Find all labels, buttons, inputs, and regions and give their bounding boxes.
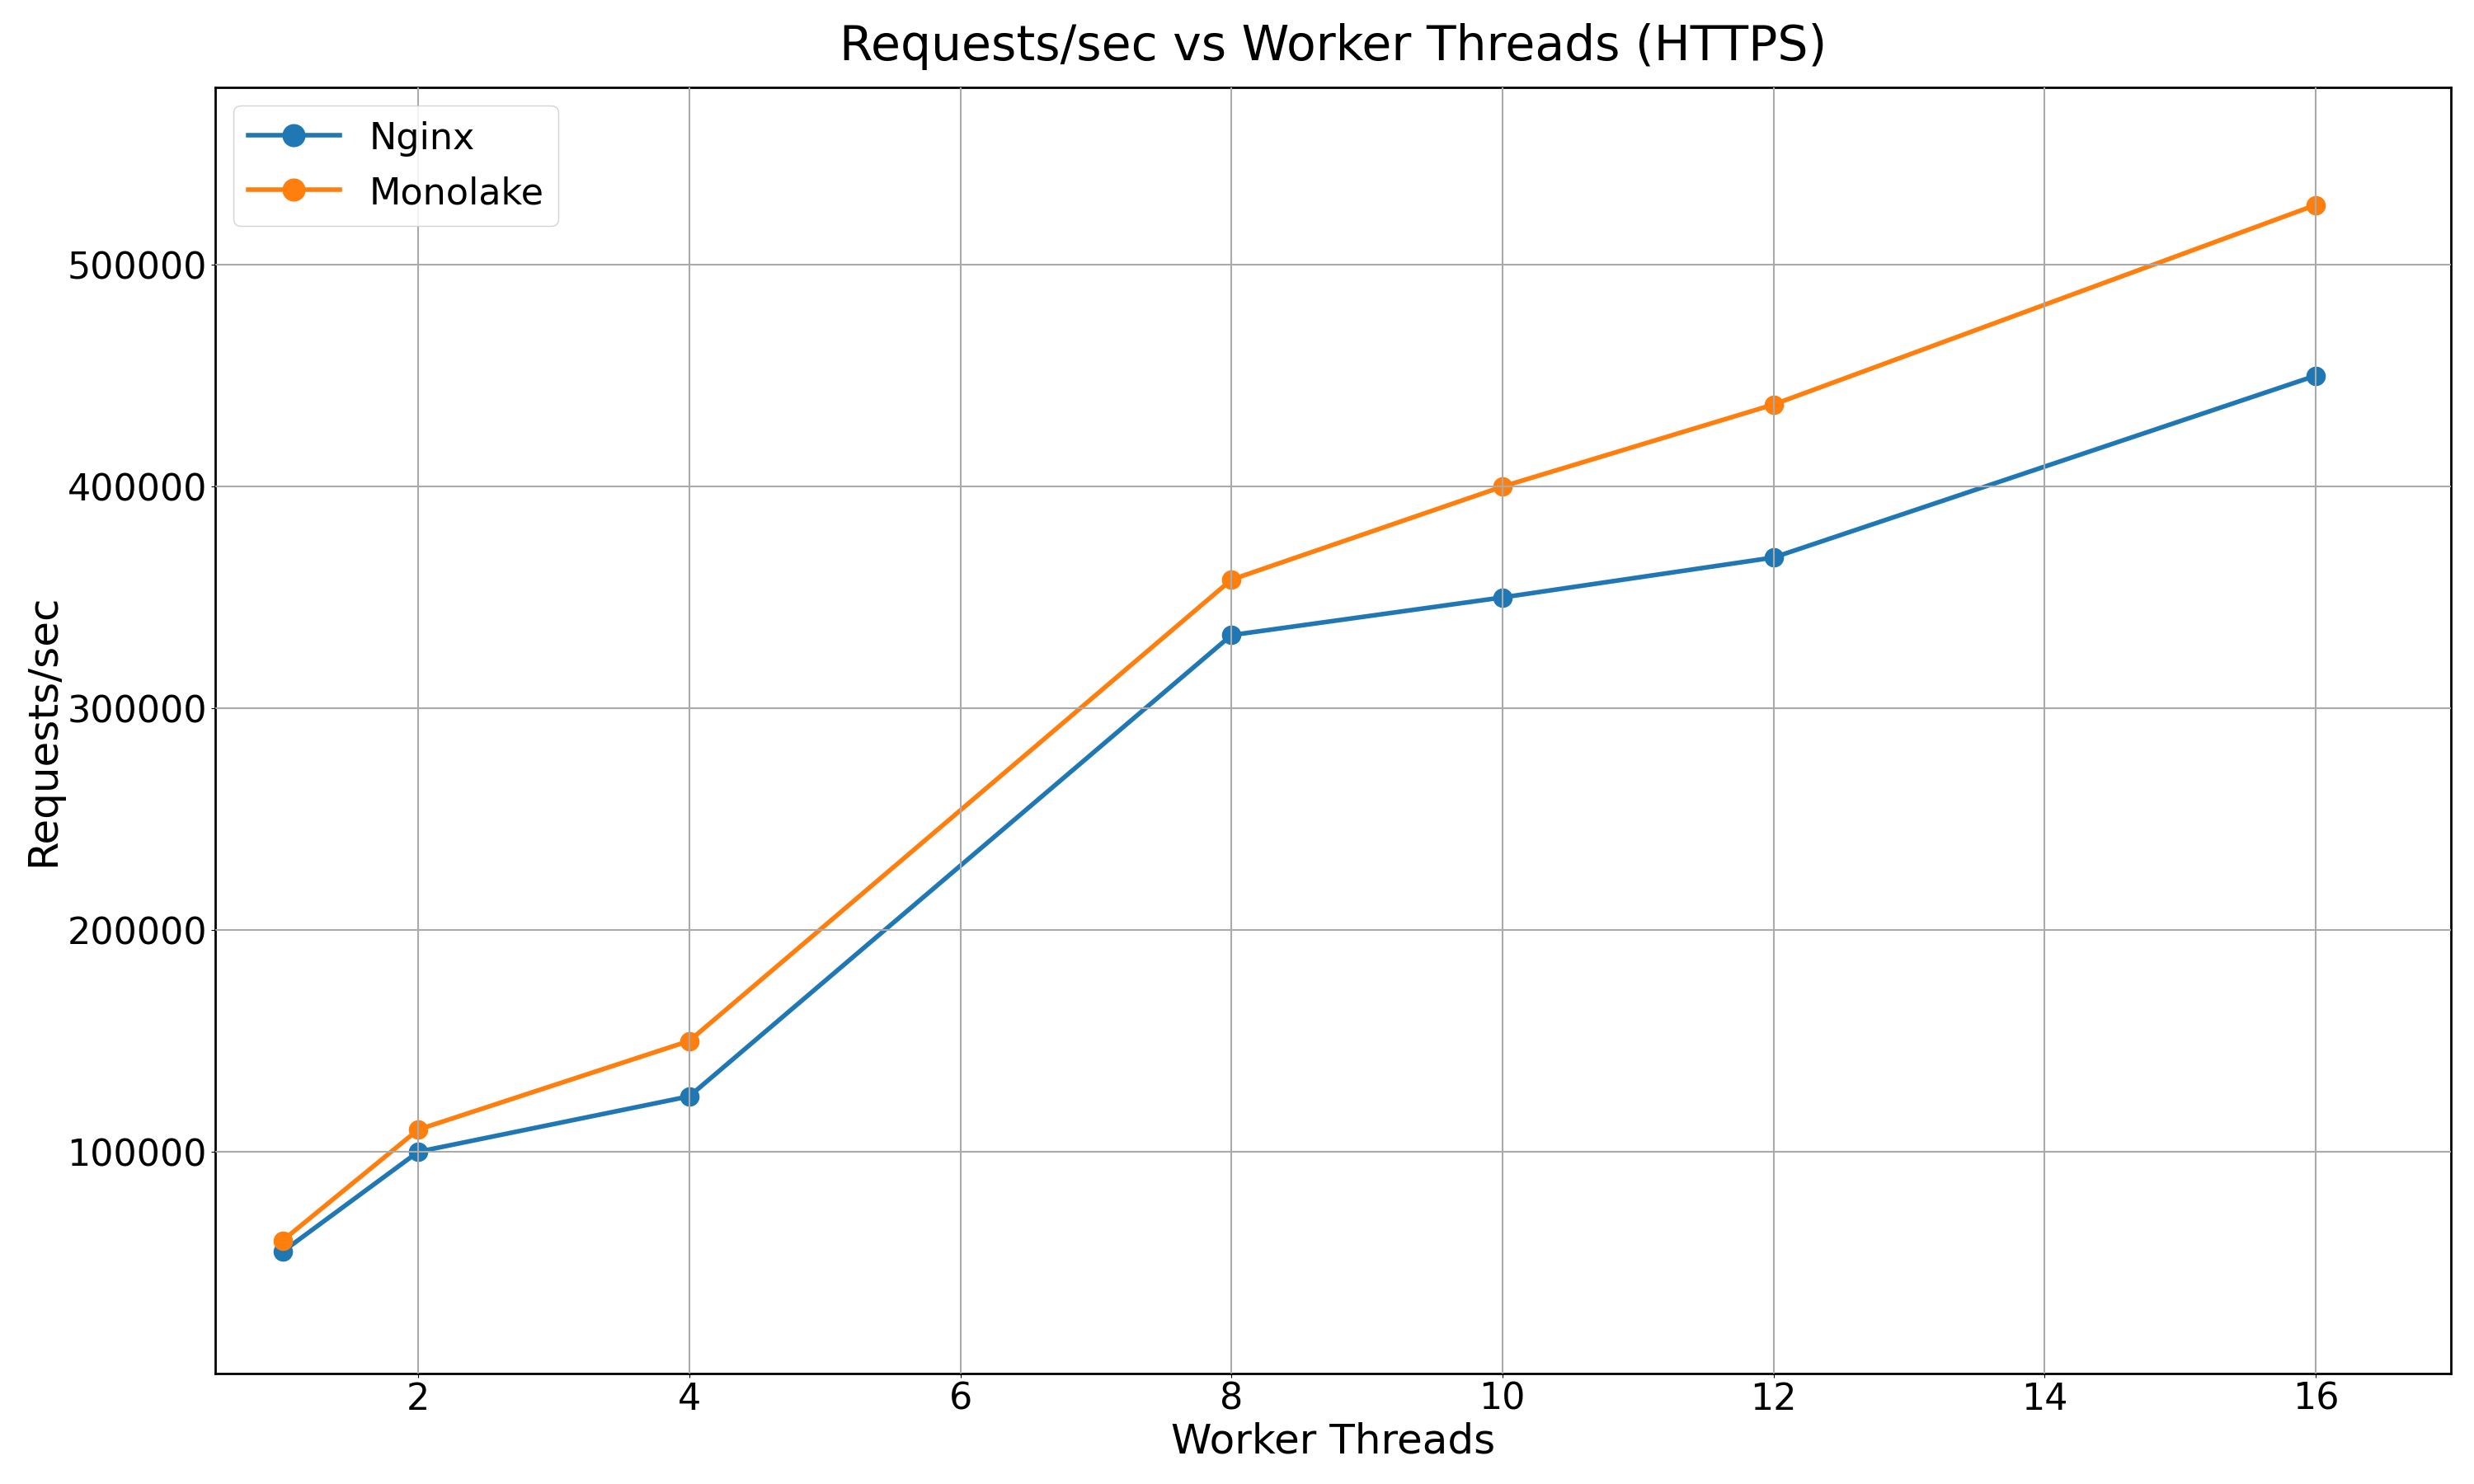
Nginx bbox=[1759, 549, 1789, 567]
Monolake bbox=[1217, 571, 1247, 589]
Monolake bbox=[1487, 478, 1517, 496]
Line: Nginx: Nginx bbox=[275, 367, 2326, 1261]
Title: Requests/sec vs Worker Threads (HTTPS): Requests/sec vs Worker Threads (HTTPS) bbox=[839, 22, 1826, 70]
Y-axis label: Requests/sec: Requests/sec bbox=[22, 594, 62, 867]
Nginx bbox=[267, 1242, 297, 1260]
Nginx bbox=[403, 1143, 433, 1160]
Monolake bbox=[403, 1120, 433, 1138]
Line: Monolake: Monolake bbox=[275, 196, 2326, 1250]
Legend: Nginx, Monolake: Nginx, Monolake bbox=[233, 105, 559, 226]
Monolake bbox=[675, 1031, 705, 1049]
Nginx bbox=[2301, 367, 2331, 384]
Nginx bbox=[1217, 626, 1247, 644]
Monolake bbox=[2301, 196, 2331, 214]
Monolake bbox=[267, 1232, 297, 1250]
Nginx bbox=[675, 1088, 705, 1106]
Nginx bbox=[1487, 589, 1517, 607]
Monolake bbox=[1759, 396, 1789, 414]
X-axis label: Worker Threads: Worker Threads bbox=[1170, 1422, 1494, 1462]
